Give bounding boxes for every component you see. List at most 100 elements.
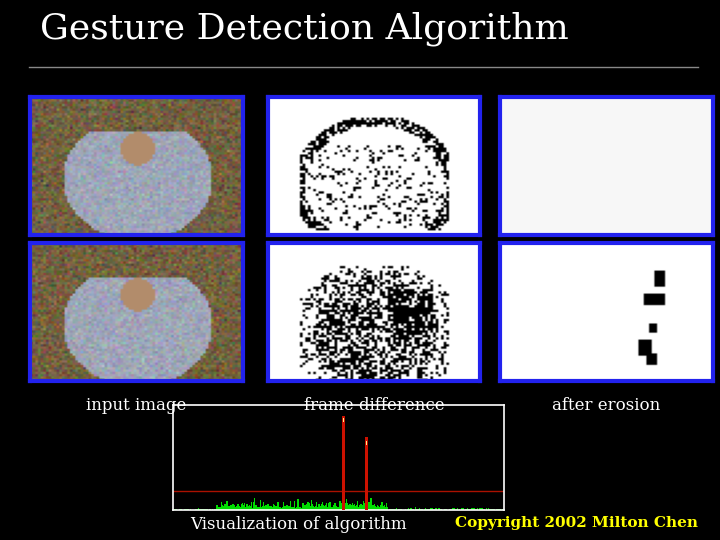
Bar [452,508,454,510]
Bar [273,504,274,510]
Bar [215,509,217,510]
Bar [420,509,422,510]
Bar [295,508,297,510]
Bar [438,509,439,510]
Bar [282,507,283,510]
Bar [200,509,201,510]
Bar [357,501,359,510]
Bar [294,501,295,510]
Bar [410,508,412,510]
Bar [436,508,437,510]
Bar [262,507,264,510]
Bar [176,509,177,510]
Bar [423,509,425,510]
Bar [377,505,379,510]
Text: after erosion: after erosion [552,397,661,414]
Bar [355,506,356,510]
Bar [408,508,410,510]
Bar [181,509,182,510]
Bar [325,505,326,510]
Bar [289,501,291,510]
Bar [287,507,289,510]
Bar [217,507,219,510]
Bar [302,503,303,510]
Bar [190,509,192,510]
Bar [366,441,367,445]
Bar [431,508,433,510]
Bar [439,508,441,510]
Bar [426,509,427,510]
Bar [318,504,320,510]
Bar [226,501,228,510]
Bar [202,509,203,510]
Bar [252,508,253,510]
Bar [499,509,500,510]
Bar [454,509,455,510]
Bar [271,506,272,510]
Bar [297,498,299,510]
Bar [396,508,397,510]
Bar [304,505,305,510]
Bar [427,509,428,510]
Bar [209,509,210,510]
Bar [341,503,342,510]
Bar [312,504,313,510]
Bar [188,509,189,510]
Bar [428,509,429,510]
Bar [292,507,293,510]
Bar [348,505,350,510]
Bar [240,504,242,510]
Bar [312,505,314,510]
Bar [263,502,264,510]
Bar [471,508,472,510]
Bar [446,509,447,510]
Bar [275,507,276,510]
Bar [493,509,495,510]
Bar [306,504,307,510]
Bar [207,509,208,510]
Bar [330,507,332,510]
Bar [231,505,232,510]
Bar [399,509,400,510]
Bar [500,509,501,510]
Bar [179,509,180,510]
Text: input image: input image [86,397,186,414]
Bar [344,503,345,510]
Bar [300,507,301,510]
Bar [265,505,266,510]
Bar [503,509,505,510]
Bar [180,509,181,510]
Bar [236,507,238,510]
Bar [254,498,256,510]
Bar [253,502,254,510]
Bar [303,503,304,510]
Bar [489,509,490,510]
Bar [445,509,446,510]
Bar [229,506,230,510]
Bar [364,503,365,510]
Bar [240,507,241,510]
Bar [322,502,323,510]
Bar [491,509,492,510]
Bar [335,503,336,510]
Bar [267,504,269,510]
Bar [349,504,351,510]
Text: Copyright 2002 Milton Chen: Copyright 2002 Milton Chen [455,516,698,530]
Bar [379,508,381,510]
Bar [470,509,472,510]
Bar [228,507,229,510]
Bar [472,509,474,510]
Bar [365,436,368,510]
Bar [485,508,487,510]
Bar [373,504,374,510]
Bar [356,505,357,510]
Bar [380,504,382,510]
Bar [384,507,386,510]
Bar [264,506,266,510]
Bar [343,502,344,510]
Bar [368,502,369,510]
Bar [488,508,489,510]
Bar [284,506,285,510]
Bar [222,505,223,510]
Bar [375,506,376,510]
